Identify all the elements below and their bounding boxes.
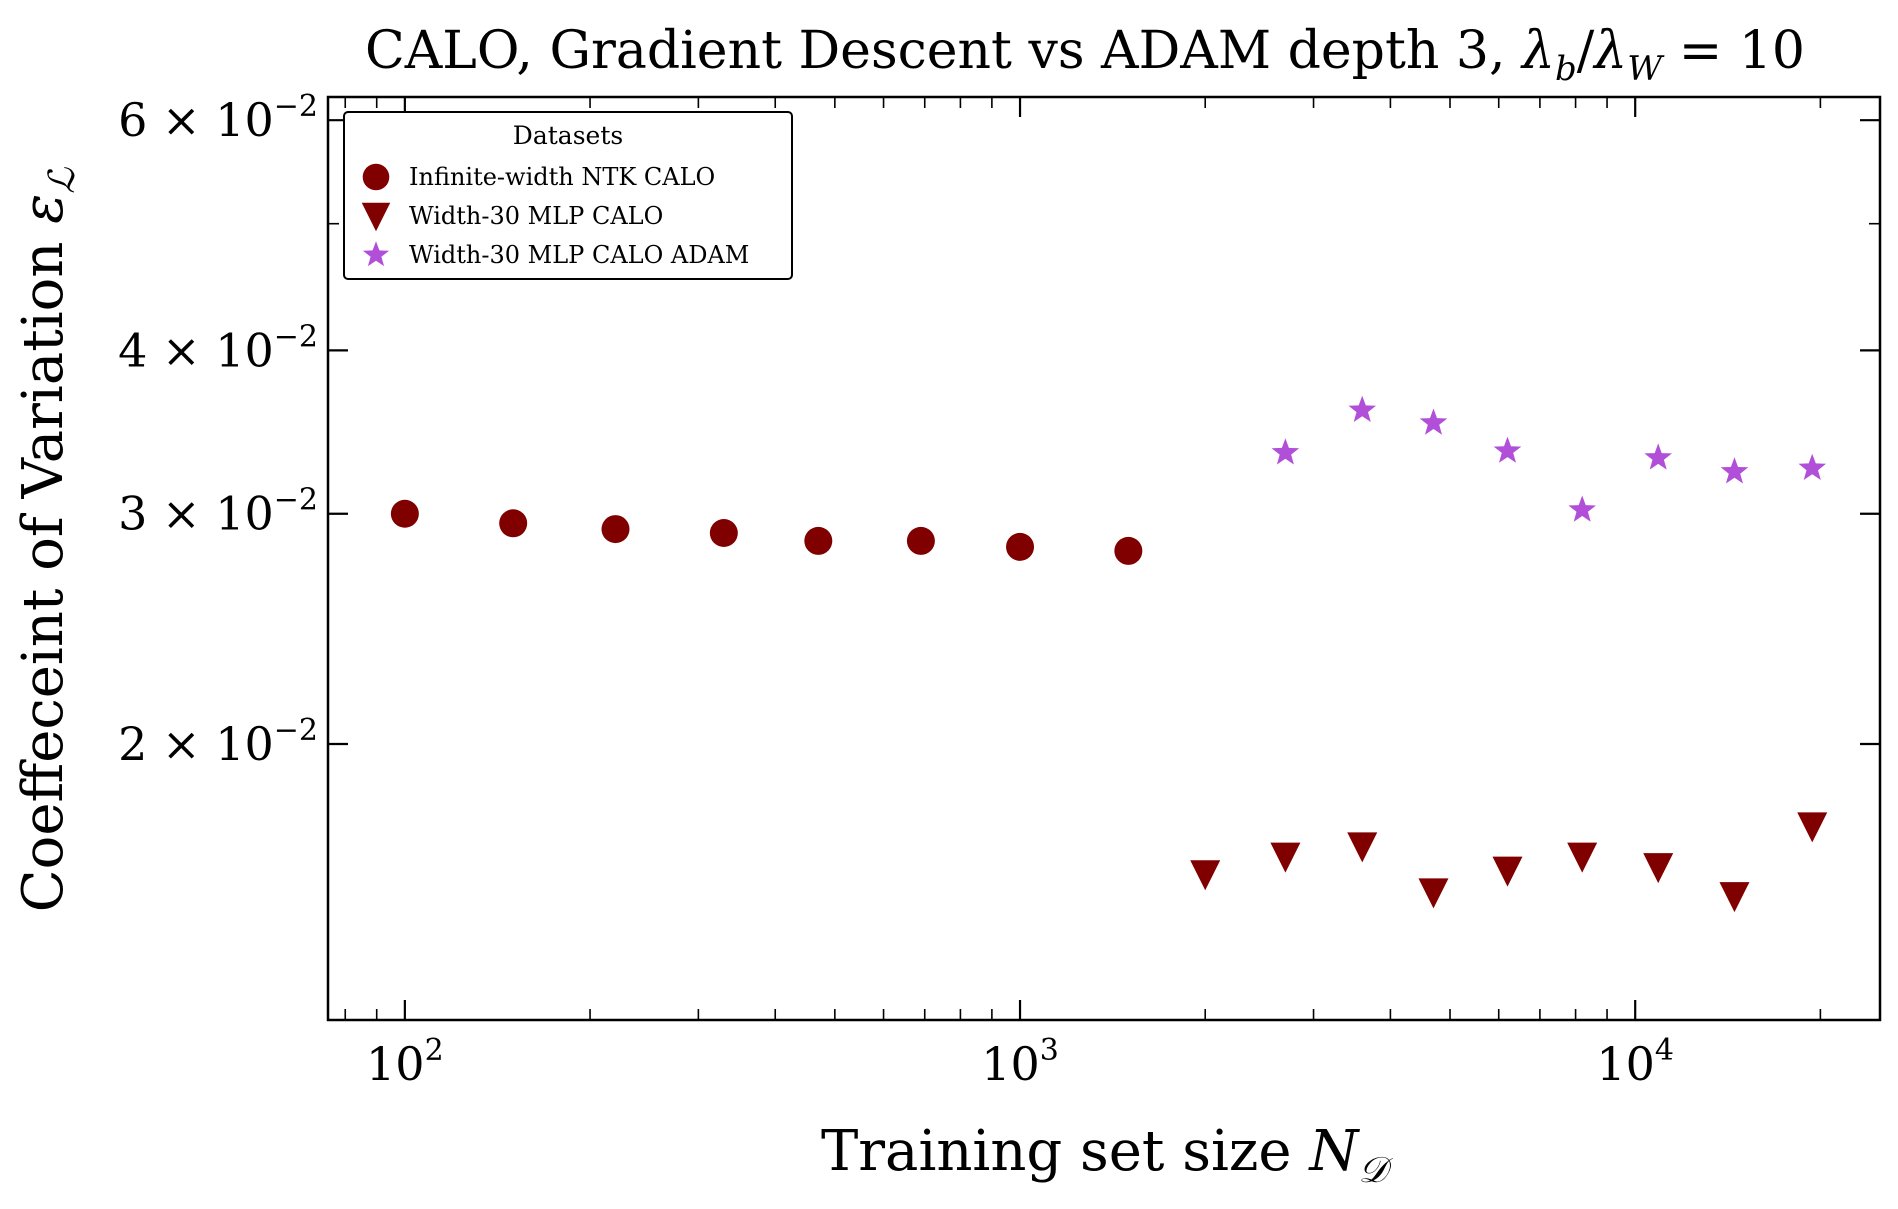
- data-point-circle: [1006, 532, 1035, 561]
- data-point-circle: [804, 526, 833, 555]
- y-tick-label: 4 × 10−2: [118, 319, 318, 377]
- y-tick-label: 3 × 10−2: [118, 483, 318, 541]
- chart-title: CALO, Gradient Descent vs ADAM depth 3, …: [365, 21, 1805, 89]
- data-point-star: [1798, 453, 1826, 480]
- legend-label: Width-30 MLP CALO ADAM: [409, 241, 749, 269]
- data-point-triangle: [1567, 842, 1598, 873]
- data-point-circle: [390, 499, 419, 528]
- data-point-triangle: [1797, 812, 1828, 843]
- axis-ticks: [328, 97, 1880, 1020]
- data-point-star: [1644, 443, 1672, 470]
- data-point-triangle: [1492, 856, 1523, 887]
- data-point-circle: [906, 526, 935, 555]
- legend-marker-triangle: [361, 202, 391, 232]
- data-point-triangle: [1719, 882, 1750, 913]
- axis-tick-labels: 102 103 104 2 × 10−2 3 × 10−2 4 × 10−2 6 × 10−…: [118, 89, 1674, 1091]
- data-point-triangle: [1418, 878, 1449, 909]
- plot-area-frame: [326, 95, 1882, 1022]
- legend: Datasets Infinite-width NTK CALO Width-30…: [343, 111, 793, 280]
- data-point-star: [1568, 495, 1596, 522]
- y-tick-label: 2 × 10−2: [118, 713, 318, 771]
- y-tick-label: 6 × 10−2: [118, 89, 318, 147]
- x-tick-label: 103: [981, 1033, 1059, 1091]
- y-axis-label: Coeffeceint of Variation εℒ: [11, 167, 83, 912]
- data-point-circle: [601, 515, 630, 544]
- data-point-circle: [499, 509, 528, 538]
- x-tick-label: 102: [366, 1033, 444, 1091]
- legend-marker-circle: [362, 163, 390, 191]
- data-point-triangle: [1190, 860, 1221, 891]
- data-point-triangle: [1643, 853, 1674, 884]
- data-point-star: [1720, 457, 1749, 484]
- data-point-circle: [709, 518, 738, 547]
- data-point-triangle: [1270, 842, 1301, 873]
- legend-marker-star: [362, 241, 390, 267]
- data-point-star: [1348, 395, 1376, 422]
- legend-entries: Infinite-width NTK CALO Width-30 MLP CALO…: [361, 163, 749, 269]
- data-marks: [390, 395, 1828, 913]
- data-point-circle: [1114, 536, 1143, 565]
- data-point-star: [1419, 408, 1448, 435]
- legend-box: [343, 111, 793, 280]
- x-axis-label: Training set size N𝒟: [821, 1119, 1393, 1191]
- legend-title: Datasets: [513, 121, 623, 150]
- data-point-star: [1493, 436, 1522, 463]
- data-point-star: [1271, 438, 1300, 465]
- data-point-triangle: [1347, 832, 1378, 863]
- legend-label: Width-30 MLP CALO: [409, 202, 663, 230]
- legend-label: Infinite-width NTK CALO: [409, 163, 715, 191]
- x-tick-label: 104: [1596, 1033, 1674, 1091]
